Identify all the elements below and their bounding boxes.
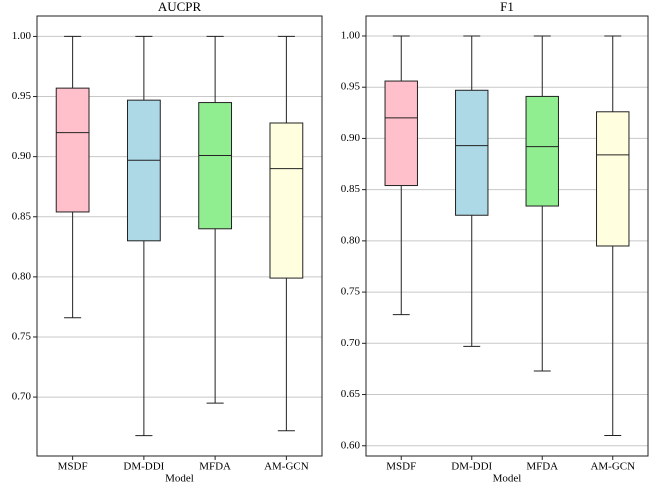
y-tick-label: 0.90 <box>12 150 32 162</box>
y-tick-label: 0.95 <box>341 81 361 93</box>
x-tick-label: MFDA <box>526 461 558 473</box>
y-tick-label: 0.80 <box>12 270 32 282</box>
x-tick-label: MFDA <box>199 461 231 473</box>
x-tick-label: MSDF <box>386 461 416 473</box>
plot-frame <box>365 15 649 457</box>
box <box>384 80 418 187</box>
y-tick-label: 0.75 <box>341 286 361 298</box>
box <box>596 111 630 247</box>
chart-title: AUCPR <box>158 0 202 14</box>
x-tick-label: AM-GCN <box>590 461 635 473</box>
y-tick-label: 1.00 <box>12 30 32 42</box>
box <box>55 87 90 213</box>
box <box>198 102 233 230</box>
x-tick-label: AM-GCN <box>264 461 309 473</box>
y-tick-label: 0.80 <box>341 234 361 246</box>
x-tick-label: MSDF <box>58 461 88 473</box>
y-tick-label: 0.65 <box>341 388 361 400</box>
box <box>126 99 161 242</box>
y-tick-label: 0.90 <box>341 132 361 144</box>
y-tick-label: 0.75 <box>12 331 32 343</box>
box <box>455 89 489 216</box>
x-axis-label: Model <box>165 473 194 485</box>
box <box>269 122 304 279</box>
y-tick-label: 0.70 <box>12 391 32 403</box>
y-tick-label: 1.00 <box>341 30 361 42</box>
x-axis-label: Model <box>493 473 522 485</box>
y-tick-label: 0.85 <box>12 210 32 222</box>
y-tick-label: 0.60 <box>341 439 361 451</box>
x-tick-label: DM-DDI <box>123 461 164 473</box>
box <box>525 95 559 207</box>
x-tick-label: DM-DDI <box>451 461 492 473</box>
y-tick-label: 0.85 <box>341 183 361 195</box>
chart-title: F1 <box>500 0 514 14</box>
y-tick-label: 0.95 <box>12 90 32 102</box>
y-tick-label: 0.70 <box>341 337 361 349</box>
plot-frame <box>36 15 323 457</box>
